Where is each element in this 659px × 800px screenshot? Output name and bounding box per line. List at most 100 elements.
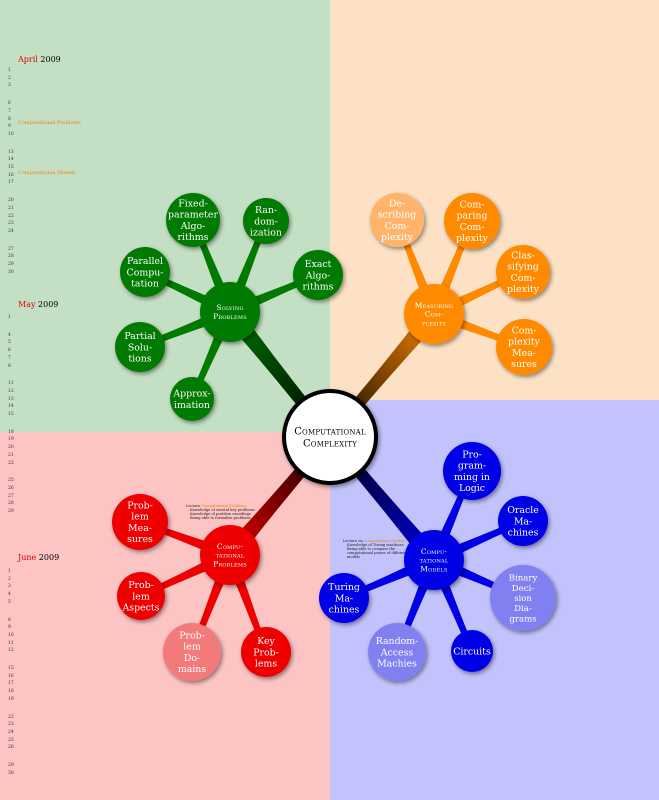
- node-circle: [115, 322, 165, 372]
- calendar-day: 17: [8, 681, 14, 687]
- calendar-day: 29: [8, 509, 14, 514]
- node-label: Prob-lem Do-mains: [178, 631, 207, 675]
- center-node[interactable]: Computational Complexity: [282, 389, 378, 485]
- group-label: Solving Problems: [213, 303, 247, 321]
- calendar-day: 23: [8, 221, 14, 227]
- node-label: Approx-imation: [172, 389, 210, 411]
- group-label: Compu-tational Problems: [213, 542, 247, 569]
- node-circle: [443, 442, 501, 500]
- node-describing-complexity[interactable]: De-scribing Com-plexity: [370, 193, 424, 247]
- node-randomization[interactable]: Ran-dom-ization: [243, 198, 289, 244]
- calendar-day: 13: [8, 149, 14, 155]
- note-item: Knowledge of Turing machines: [347, 543, 404, 547]
- calendar-event-computational-models: Computational Models: [18, 170, 76, 176]
- calendar-day: 25: [8, 737, 14, 743]
- calendar-day: 22: [8, 460, 14, 466]
- calendar-day: 10: [8, 131, 14, 137]
- note-item: computational power of different: [347, 551, 408, 555]
- calendar-day: 29: [8, 262, 14, 267]
- node-label: Com-paring Com-plexity: [456, 200, 489, 244]
- note-computational-problems: Lecture Computational Problems Knowledge…: [186, 504, 255, 520]
- calendar-day: 15: [8, 165, 14, 170]
- calendar-day: 30: [8, 770, 14, 776]
- group-circle: [200, 282, 260, 342]
- node-label: Com-plexity Mea-sures: [508, 326, 541, 370]
- calendar-day: 30: [8, 269, 14, 275]
- calendar-day: 24: [8, 729, 14, 735]
- node-label: De-scribing Com-plexity: [378, 199, 417, 243]
- node-problem-domains[interactable]: Prob-lem Do-mains: [163, 623, 221, 681]
- group-measuring[interactable]: Measuring Com-plexity: [404, 284, 464, 344]
- calendar-day: 8: [8, 363, 11, 369]
- node-partial-solutions[interactable]: Partial Solu-tions: [115, 322, 165, 372]
- calendar-day: 7: [8, 108, 11, 114]
- node-random-access-machines[interactable]: Random-Access Machies: [368, 623, 426, 681]
- node-circle: [117, 572, 165, 620]
- calendar-day: 22: [8, 213, 14, 219]
- calendar-day: 11: [8, 640, 14, 646]
- calendar-month-header: June 2009: [18, 553, 59, 562]
- calendar-day: 5: [8, 340, 11, 346]
- calendar-day: 11: [8, 381, 14, 387]
- node-programming-in-logic[interactable]: Pro-gram-ming in Logic: [443, 442, 501, 500]
- node-circle: [370, 193, 424, 247]
- node-label: Pro-gram-ming in Logic: [454, 450, 490, 494]
- node-approximation[interactable]: Approx-imation: [170, 377, 214, 421]
- node-fixed-parameter[interactable]: Fixed-parameter Algo-rithms: [166, 193, 220, 247]
- node-circle: [490, 565, 556, 631]
- node-label: Partial Solu-tions: [124, 331, 155, 364]
- calendar-day: 10: [8, 632, 14, 638]
- calendar-day: 16: [8, 673, 14, 679]
- calendar-day: 9: [8, 625, 11, 631]
- node-problem-measures[interactable]: Prob-lem Mea-sures: [112, 494, 168, 550]
- node-label: Key Prob-lems: [253, 636, 279, 669]
- node-key-problems[interactable]: Key Prob-lems: [241, 627, 291, 677]
- node-problem-aspects[interactable]: Prob-lem Aspects: [117, 572, 165, 620]
- group-computational[interactable]: Compu-tational Problems: [200, 525, 260, 585]
- node-parallel-computation[interactable]: Parallel Compu-tation: [120, 247, 170, 297]
- node-label: Prob-lem Mea-sures: [127, 501, 153, 545]
- calendar-day: 12: [8, 388, 14, 394]
- calendar-day: 26: [8, 745, 14, 751]
- node-complexity-measures[interactable]: Com-plexity Mea-sures: [496, 319, 552, 375]
- node-circle: [241, 627, 291, 677]
- node-label: Prob-lem Aspects: [122, 580, 160, 613]
- node-label: Circuits: [453, 646, 491, 657]
- calendar-day: 22: [8, 714, 14, 720]
- calendar-day: 14: [8, 404, 14, 410]
- node-circuits[interactable]: Circuits: [451, 630, 493, 672]
- node-circle: [166, 193, 220, 247]
- node-classifying-complexity[interactable]: Clas-sifying Com-plexity: [496, 245, 550, 299]
- calendar-day: 8: [8, 617, 11, 623]
- node-turing-machines[interactable]: Turing Ma-chines: [319, 573, 369, 623]
- calendar-day: 9: [8, 124, 11, 130]
- calendar-day: 2: [8, 576, 11, 582]
- calendar-day: 28: [8, 501, 14, 507]
- note-item: Being able to formalize problems: [190, 516, 251, 520]
- node-label: Clas-sifying Com-plexity: [507, 251, 540, 295]
- group-solving[interactable]: Solving Problems: [200, 282, 260, 342]
- note-heading: Lecture Computational Problems: [186, 504, 247, 508]
- note-item: models: [347, 555, 360, 559]
- group-models[interactable]: Compu-tational Models: [404, 530, 464, 590]
- node-label: Exact Algo-rithms: [303, 259, 334, 292]
- calendar-day: 19: [8, 437, 14, 443]
- node-label: Ran-dom-ization: [250, 205, 282, 238]
- group-circle: [404, 530, 464, 590]
- calendar-day: 16: [8, 172, 14, 178]
- node-oracle-machines[interactable]: Oracle Ma-chines: [498, 496, 548, 546]
- node-comparing-complexity[interactable]: Com-paring Com-plexity: [444, 193, 500, 249]
- calendar-month-header: May 2009: [18, 300, 58, 309]
- node-circle: [496, 245, 550, 299]
- calendar-day: 17: [8, 180, 14, 186]
- month-name: May: [18, 300, 36, 309]
- node-exact-algorithms[interactable]: Exact Algo-rithms: [293, 250, 343, 300]
- calendar-day: 6: [8, 101, 11, 107]
- calendar-day: 28: [8, 254, 14, 260]
- calendar-event-computational-problems: Computational Problems: [18, 120, 81, 126]
- node-circle: [498, 496, 548, 546]
- node-binary-decision-diagrams[interactable]: Binary Deci-sion Dia-grams: [490, 565, 556, 631]
- calendar-day: 6: [8, 348, 11, 354]
- month-year: 2009: [37, 55, 61, 64]
